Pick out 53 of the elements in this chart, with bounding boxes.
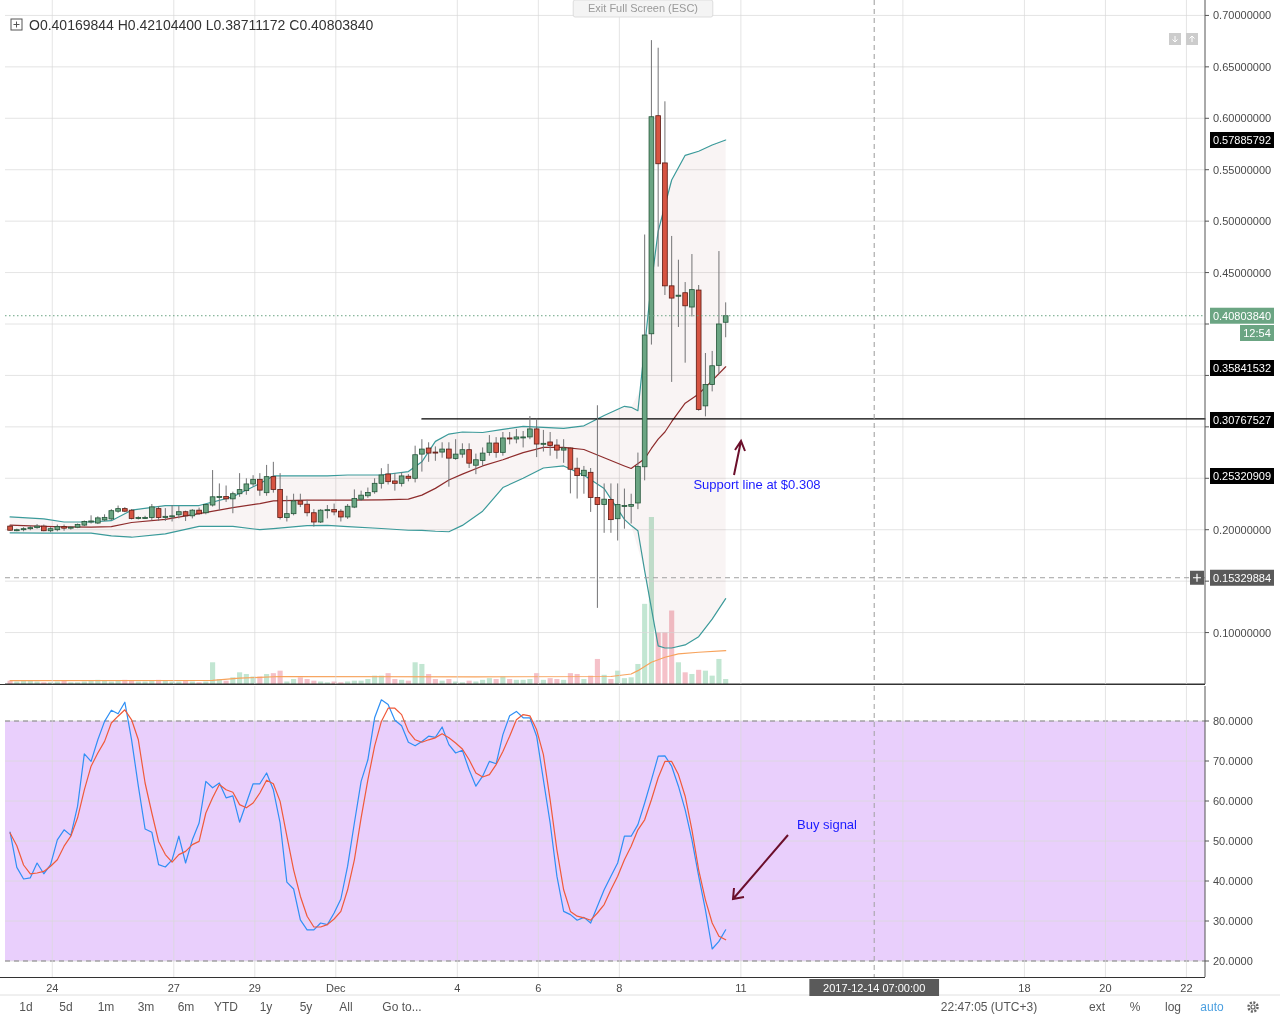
x-tick-label: 20: [1099, 982, 1112, 994]
text: O0.40169844 H0.42104400 L0.38711172 C0.40803840: [29, 17, 374, 33]
text: 3m: [137, 1000, 155, 1014]
text: ext: [1088, 1000, 1106, 1014]
ref-line-label: 2017-12-14 07:00:00: [823, 981, 926, 994]
y-tick-label: 0.50000000: [1213, 215, 1272, 228]
text: 12:54: [1243, 327, 1271, 339]
y-tick-label: 50.0000: [1213, 835, 1253, 847]
text: 5d: [59, 1000, 73, 1014]
text: All: [339, 1000, 353, 1014]
annotation: Buy signal: [797, 817, 858, 832]
text: Go to...: [382, 1000, 422, 1014]
text: 1m: [97, 1000, 115, 1014]
y-tick-label: 0.10000000: [1213, 626, 1272, 639]
x-tick-label: 8: [616, 982, 623, 994]
text: YTD: [214, 1000, 239, 1014]
y-tick-label: 0.70000000: [1213, 9, 1272, 22]
ref-line-label: 0.15329884: [1212, 571, 1272, 584]
text: 0.57885792: [1212, 134, 1272, 146]
x-tick-label: 6: [535, 982, 542, 994]
x-tick-label: 18: [1018, 982, 1031, 994]
x-tick-label: 11: [735, 982, 747, 994]
y-tick-label: 30.0000: [1213, 915, 1253, 927]
text: 22:47:05 (UTC+3): [940, 1000, 1038, 1014]
y-tick-label: 60.0000: [1213, 795, 1253, 807]
x-tick-label: 27: [167, 982, 180, 994]
y-tick-label: 20.0000: [1213, 955, 1253, 967]
annotation: Support line at $0.308: [693, 477, 821, 492]
y-tick-label: 80.0000: [1213, 715, 1253, 727]
ref-line-label: 0.40803840: [1212, 309, 1272, 322]
y-tick-label: 70.0000: [1213, 755, 1253, 767]
y-tick-label: 0.45000000: [1213, 266, 1272, 279]
text: 0.30767527: [1212, 414, 1272, 426]
text: 1y: [259, 1000, 273, 1014]
x-tick-label: 22: [1180, 982, 1193, 994]
text: auto: [1200, 1000, 1224, 1014]
x-tick-label: 24: [46, 982, 59, 994]
y-tick-label: 0.20000000: [1213, 523, 1272, 536]
y-tick-label: 40.0000: [1213, 875, 1253, 887]
text: 0.25320909: [1212, 470, 1272, 482]
text: 1d: [19, 1000, 33, 1014]
text: %: [1129, 1000, 1141, 1014]
text: 5y: [299, 1000, 313, 1014]
y-tick-label: 0.60000000: [1213, 112, 1272, 125]
text: log: [1164, 1000, 1182, 1014]
x-tick-label: Dec: [326, 982, 347, 994]
y-tick-label: 0.65000000: [1213, 60, 1272, 73]
text: 6m: [177, 1000, 195, 1014]
x-tick-label: 4: [454, 982, 461, 994]
annotation: Exit Full Screen (ESC): [587, 2, 699, 14]
y-tick-label: 0.55000000: [1213, 163, 1272, 176]
x-tick-label: 29: [248, 982, 261, 994]
text: 0.35841532: [1212, 362, 1272, 374]
